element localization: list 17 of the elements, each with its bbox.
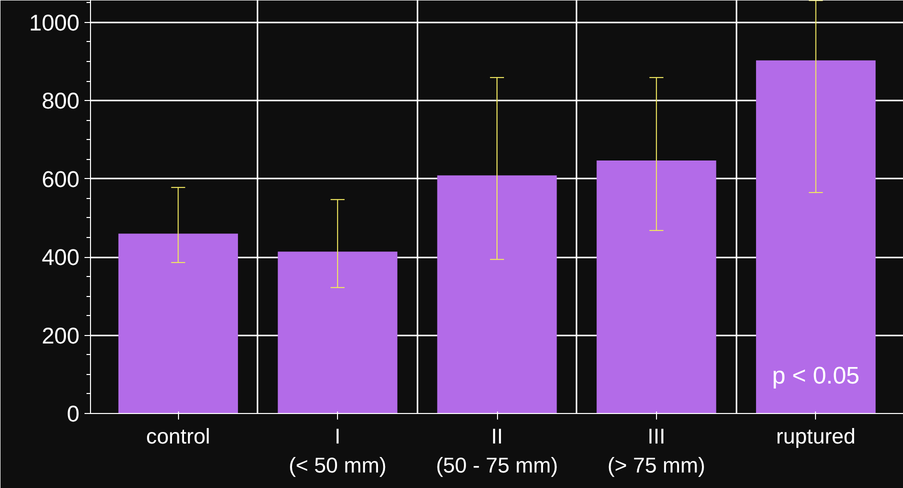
annotation: p < 0.05 <box>772 362 860 390</box>
y-tick-label: 400 <box>42 244 80 270</box>
y-tick-label: 200 <box>42 322 80 348</box>
bar <box>118 234 238 414</box>
x-tick-label: ruptured <box>776 424 856 448</box>
x-tick-label: control <box>146 424 210 448</box>
x-tick-label: II (50 - 75 mm) <box>436 424 558 478</box>
bar <box>278 252 398 414</box>
bar <box>437 175 557 414</box>
y-tick-label: 0 <box>66 400 80 426</box>
y-tick-label: 600 <box>42 166 80 192</box>
y-tick-label: 800 <box>42 88 80 114</box>
y-tick-label: 1000 <box>29 9 80 36</box>
x-tick-label: I (< 50 mm) <box>288 424 386 478</box>
x-tick-label: III (> 75 mm) <box>608 424 706 478</box>
bar <box>756 60 876 414</box>
bar <box>596 160 716 414</box>
